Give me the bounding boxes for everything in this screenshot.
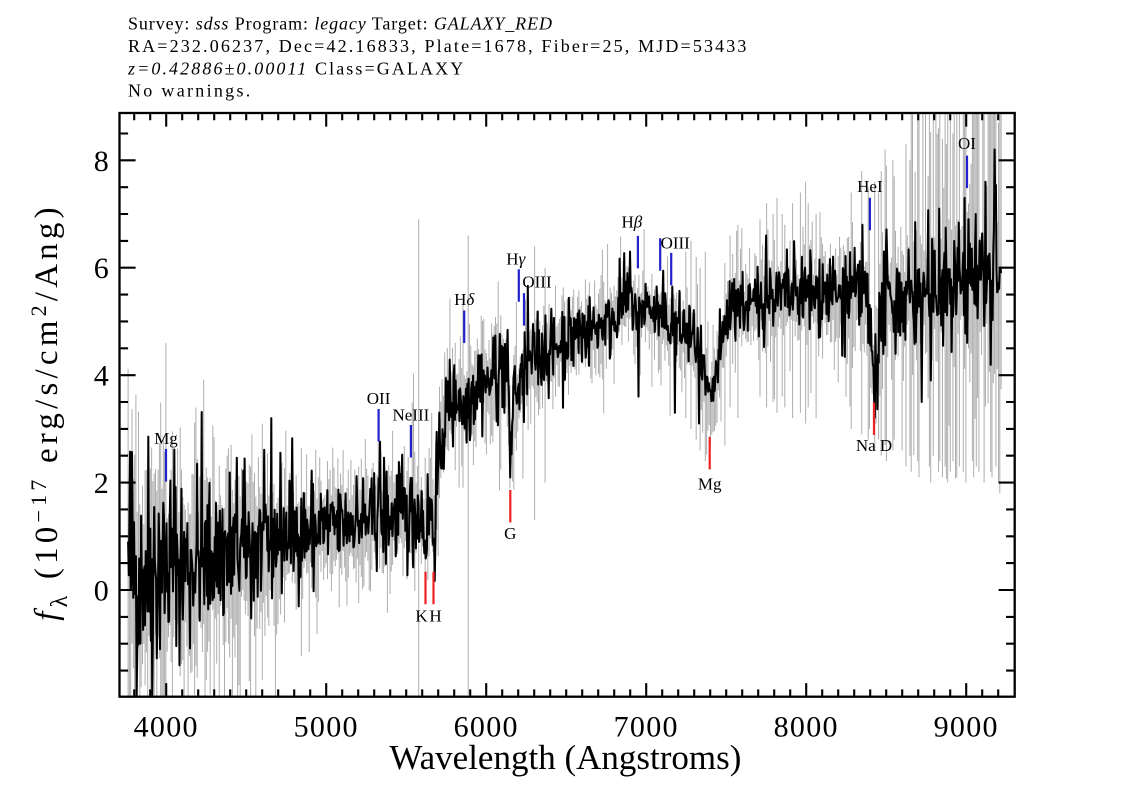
svg-text:OIII: OIII: [522, 273, 552, 292]
svg-text:OIII: OIII: [661, 234, 691, 253]
svg-text:Hβ: Hβ: [622, 213, 643, 232]
svg-text:2: 2: [94, 467, 109, 500]
svg-text:4: 4: [94, 360, 109, 393]
svg-text:HeI: HeI: [857, 177, 883, 196]
svg-text:z=0.42886±0.00011 Class=GALAXY: z=0.42886±0.00011 Class=GALAXY: [127, 58, 465, 78]
svg-text:H: H: [429, 607, 441, 626]
svg-text:4000: 4000: [134, 711, 199, 744]
svg-text:OII: OII: [367, 389, 391, 408]
svg-text:Survey: sdss Program: legacy T: Survey: sdss Program: legacy Target: GAL…: [128, 14, 553, 34]
svg-text:7000: 7000: [614, 711, 679, 744]
svg-text:0: 0: [94, 575, 109, 608]
svg-text:9000: 9000: [934, 711, 999, 744]
svg-text:NeIII: NeIII: [392, 406, 429, 425]
svg-text:K: K: [415, 607, 428, 626]
svg-text:8000: 8000: [774, 711, 839, 744]
svg-text:5000: 5000: [294, 711, 359, 744]
svg-text:Na D: Na D: [856, 436, 892, 455]
svg-text:6000: 6000: [454, 711, 519, 744]
svg-text:G: G: [504, 524, 516, 543]
svg-text:Mg: Mg: [154, 429, 178, 448]
svg-text:Mg: Mg: [698, 475, 722, 494]
svg-text:6: 6: [94, 252, 109, 285]
svg-text:RA=232.06237, Dec=42.16833, Pl: RA=232.06237, Dec=42.16833, Plate=1678, …: [128, 36, 749, 56]
svg-text:No warnings.: No warnings.: [128, 81, 253, 101]
svg-text:Hδ: Hδ: [454, 290, 475, 309]
svg-text:OI: OI: [958, 134, 976, 153]
svg-text:Wavelength (Angstroms): Wavelength (Angstroms): [389, 738, 741, 777]
svg-text:8: 8: [94, 145, 109, 178]
svg-text:Hγ: Hγ: [506, 250, 526, 269]
svg-text:fλ (10−17 erg/s/cm2/Ang): fλ (10−17 erg/s/cm2/Ang): [26, 203, 73, 621]
